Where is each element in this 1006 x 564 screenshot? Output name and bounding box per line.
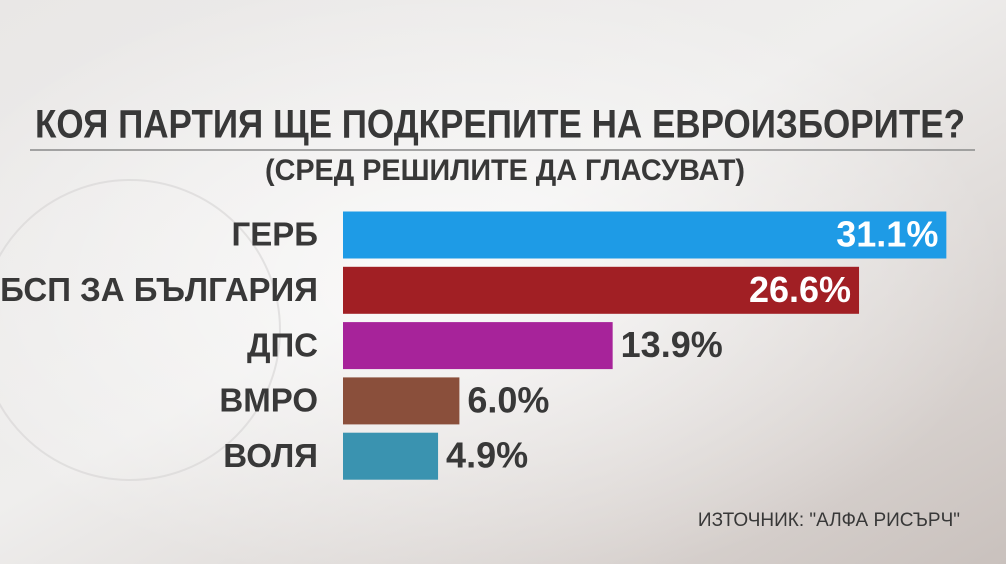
bar bbox=[343, 322, 613, 370]
chart-title: КОЯ ПАРТИЯ ЩЕ ПОДКРЕПИТЕ НА ЕВРОИЗБОРИТЕ… bbox=[35, 103, 965, 147]
value-label: 6.0% bbox=[467, 379, 549, 420]
value-label: 26.6% bbox=[749, 269, 851, 310]
value-label: 4.9% bbox=[446, 435, 528, 476]
chart-subtitle: (СРЕД РЕШИЛИТЕ ДА ГЛАСУВАТ) bbox=[265, 154, 745, 187]
category-label: ДПС bbox=[247, 326, 318, 363]
bar bbox=[343, 211, 947, 259]
bar bbox=[343, 266, 860, 314]
value-label: 31.1% bbox=[836, 214, 938, 255]
bar bbox=[343, 432, 439, 480]
value-label: 13.9% bbox=[621, 324, 723, 365]
category-label: ВМРО bbox=[219, 382, 318, 419]
category-label: ГЕРБ bbox=[232, 216, 318, 253]
source-note: ИЗТОЧНИК: "АЛФА РИСЪРЧ" bbox=[698, 510, 960, 531]
decor-globe bbox=[0, 179, 281, 481]
category-label: ВОЛЯ bbox=[223, 437, 318, 474]
bar bbox=[343, 377, 460, 425]
category-label: БСП ЗА БЪЛГАРИЯ bbox=[0, 271, 318, 308]
